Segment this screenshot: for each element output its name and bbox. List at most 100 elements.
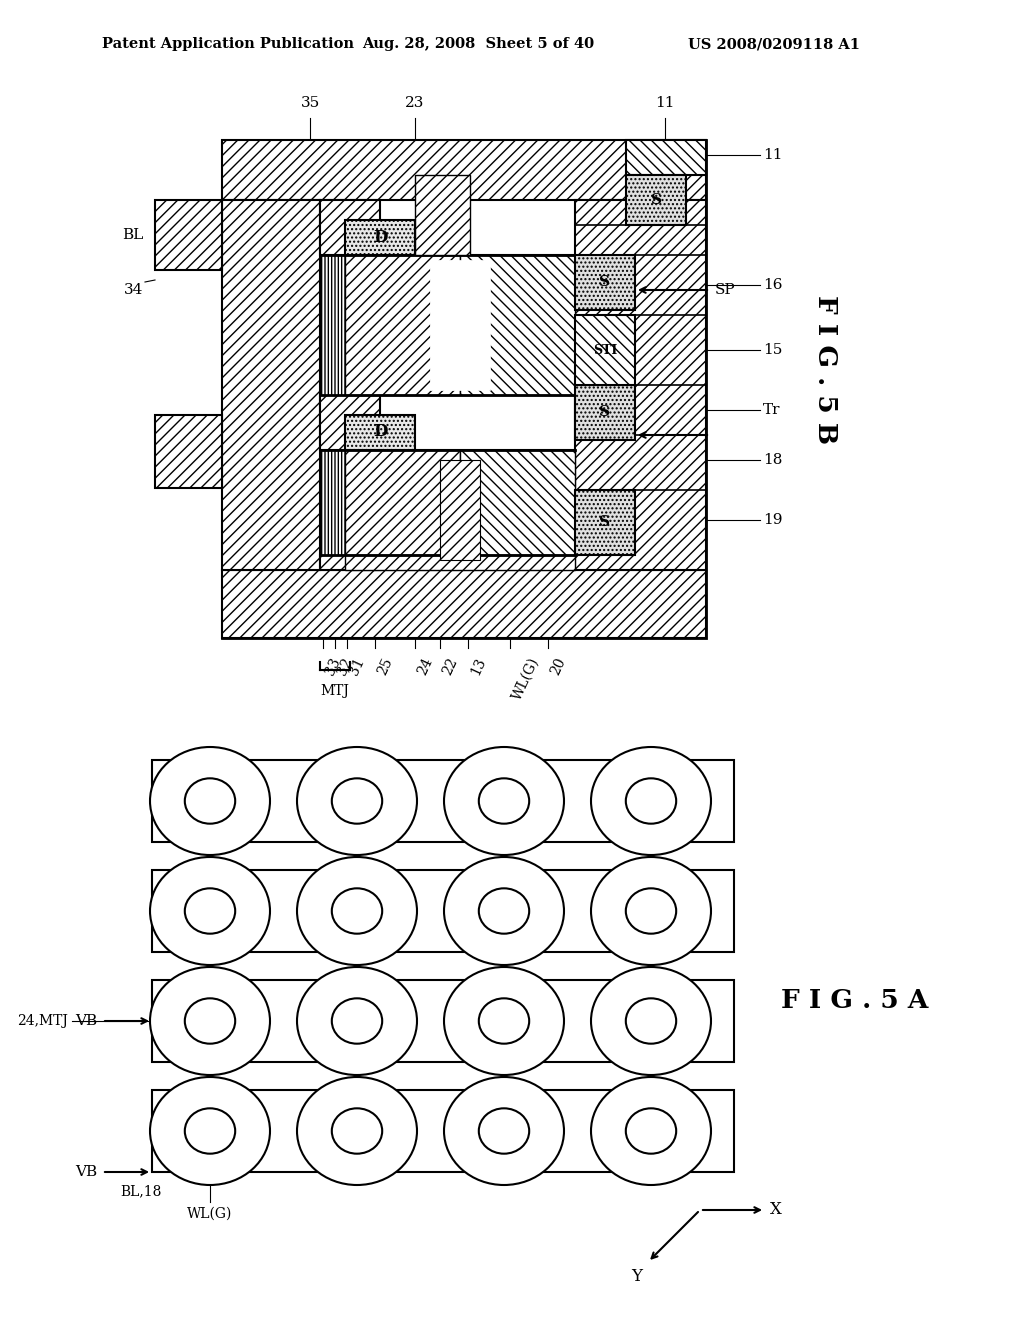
Bar bbox=[415, 176, 470, 255]
Text: VB: VB bbox=[75, 1166, 97, 1179]
Ellipse shape bbox=[297, 1077, 417, 1185]
Ellipse shape bbox=[332, 1109, 382, 1154]
Text: S: S bbox=[650, 193, 662, 207]
Text: BL: BL bbox=[122, 228, 143, 242]
Bar bbox=[345, 255, 460, 395]
Bar bbox=[626, 176, 686, 224]
Bar bbox=[440, 459, 480, 560]
Bar bbox=[460, 450, 575, 554]
Text: SP: SP bbox=[715, 282, 735, 297]
Bar bbox=[345, 255, 575, 395]
Bar bbox=[319, 554, 380, 570]
Bar bbox=[319, 450, 345, 554]
Ellipse shape bbox=[444, 1077, 564, 1185]
Text: 35: 35 bbox=[300, 96, 319, 110]
Bar bbox=[222, 140, 706, 201]
Bar bbox=[152, 979, 734, 1063]
Text: WL(G): WL(G) bbox=[187, 1206, 232, 1221]
Ellipse shape bbox=[332, 998, 382, 1044]
Bar bbox=[345, 450, 575, 554]
Text: 32: 32 bbox=[335, 655, 355, 677]
Ellipse shape bbox=[150, 968, 270, 1074]
Bar bbox=[575, 315, 635, 385]
Text: X: X bbox=[770, 1201, 782, 1218]
Text: S: S bbox=[599, 516, 610, 529]
Text: MTJ: MTJ bbox=[321, 684, 349, 698]
Ellipse shape bbox=[444, 968, 564, 1074]
Text: 22: 22 bbox=[440, 655, 460, 677]
Text: 19: 19 bbox=[763, 513, 782, 527]
Bar bbox=[222, 140, 706, 638]
Ellipse shape bbox=[184, 998, 236, 1044]
Ellipse shape bbox=[591, 747, 711, 855]
Bar bbox=[575, 385, 635, 440]
Text: Tr: Tr bbox=[763, 403, 780, 417]
Text: Y: Y bbox=[631, 1269, 642, 1284]
Text: 23: 23 bbox=[406, 96, 425, 110]
Ellipse shape bbox=[626, 779, 676, 824]
Bar bbox=[575, 255, 635, 310]
Text: D: D bbox=[373, 424, 387, 441]
Ellipse shape bbox=[184, 779, 236, 824]
Ellipse shape bbox=[184, 1109, 236, 1154]
Ellipse shape bbox=[332, 888, 382, 933]
Text: F I G . 5 B: F I G . 5 B bbox=[812, 296, 838, 445]
Ellipse shape bbox=[297, 857, 417, 965]
Ellipse shape bbox=[184, 888, 236, 933]
Text: 15: 15 bbox=[763, 343, 782, 356]
Bar bbox=[345, 554, 575, 570]
Bar bbox=[222, 201, 319, 570]
Text: VB: VB bbox=[75, 1014, 97, 1028]
Text: 34: 34 bbox=[124, 282, 143, 297]
Text: 18: 18 bbox=[763, 453, 782, 467]
Text: Patent Application Publication: Patent Application Publication bbox=[102, 37, 354, 51]
Ellipse shape bbox=[297, 747, 417, 855]
Ellipse shape bbox=[591, 857, 711, 965]
Text: F I G . 5 A: F I G . 5 A bbox=[781, 987, 929, 1012]
Text: 13: 13 bbox=[468, 655, 488, 677]
Bar bbox=[152, 760, 734, 842]
Bar bbox=[626, 140, 706, 176]
Bar bbox=[222, 570, 706, 638]
Text: Aug. 28, 2008  Sheet 5 of 40: Aug. 28, 2008 Sheet 5 of 40 bbox=[362, 37, 594, 51]
Bar bbox=[345, 414, 415, 450]
Ellipse shape bbox=[626, 1109, 676, 1154]
Text: US 2008/0209118 A1: US 2008/0209118 A1 bbox=[688, 37, 860, 51]
Ellipse shape bbox=[479, 779, 529, 824]
Text: 16: 16 bbox=[763, 279, 782, 292]
Text: 24: 24 bbox=[415, 655, 435, 677]
Ellipse shape bbox=[297, 968, 417, 1074]
Text: D: D bbox=[373, 228, 387, 246]
Text: 11: 11 bbox=[655, 96, 675, 110]
Bar bbox=[152, 870, 734, 952]
Ellipse shape bbox=[150, 1077, 270, 1185]
Text: 25: 25 bbox=[375, 655, 395, 677]
Text: S: S bbox=[599, 276, 610, 289]
Ellipse shape bbox=[591, 1077, 711, 1185]
Bar bbox=[155, 201, 222, 271]
Text: STI: STI bbox=[593, 343, 617, 356]
Text: 20: 20 bbox=[548, 655, 568, 677]
Ellipse shape bbox=[444, 857, 564, 965]
Text: 33: 33 bbox=[323, 655, 343, 677]
Ellipse shape bbox=[591, 968, 711, 1074]
Ellipse shape bbox=[444, 747, 564, 855]
Bar bbox=[319, 395, 380, 450]
Text: 31: 31 bbox=[347, 655, 368, 677]
Text: 24,MTJ: 24,MTJ bbox=[17, 1014, 68, 1028]
Text: S: S bbox=[599, 405, 610, 420]
Bar bbox=[319, 201, 380, 255]
Bar bbox=[152, 1090, 734, 1172]
Bar bbox=[460, 255, 575, 395]
Bar bbox=[430, 260, 490, 389]
Bar bbox=[155, 414, 222, 488]
Ellipse shape bbox=[479, 1109, 529, 1154]
Text: WL(G): WL(G) bbox=[510, 655, 542, 702]
Text: BL,18: BL,18 bbox=[120, 1184, 162, 1199]
Bar bbox=[345, 450, 460, 554]
Ellipse shape bbox=[150, 857, 270, 965]
Bar bbox=[319, 255, 345, 395]
Ellipse shape bbox=[626, 998, 676, 1044]
Ellipse shape bbox=[332, 779, 382, 824]
Ellipse shape bbox=[479, 888, 529, 933]
